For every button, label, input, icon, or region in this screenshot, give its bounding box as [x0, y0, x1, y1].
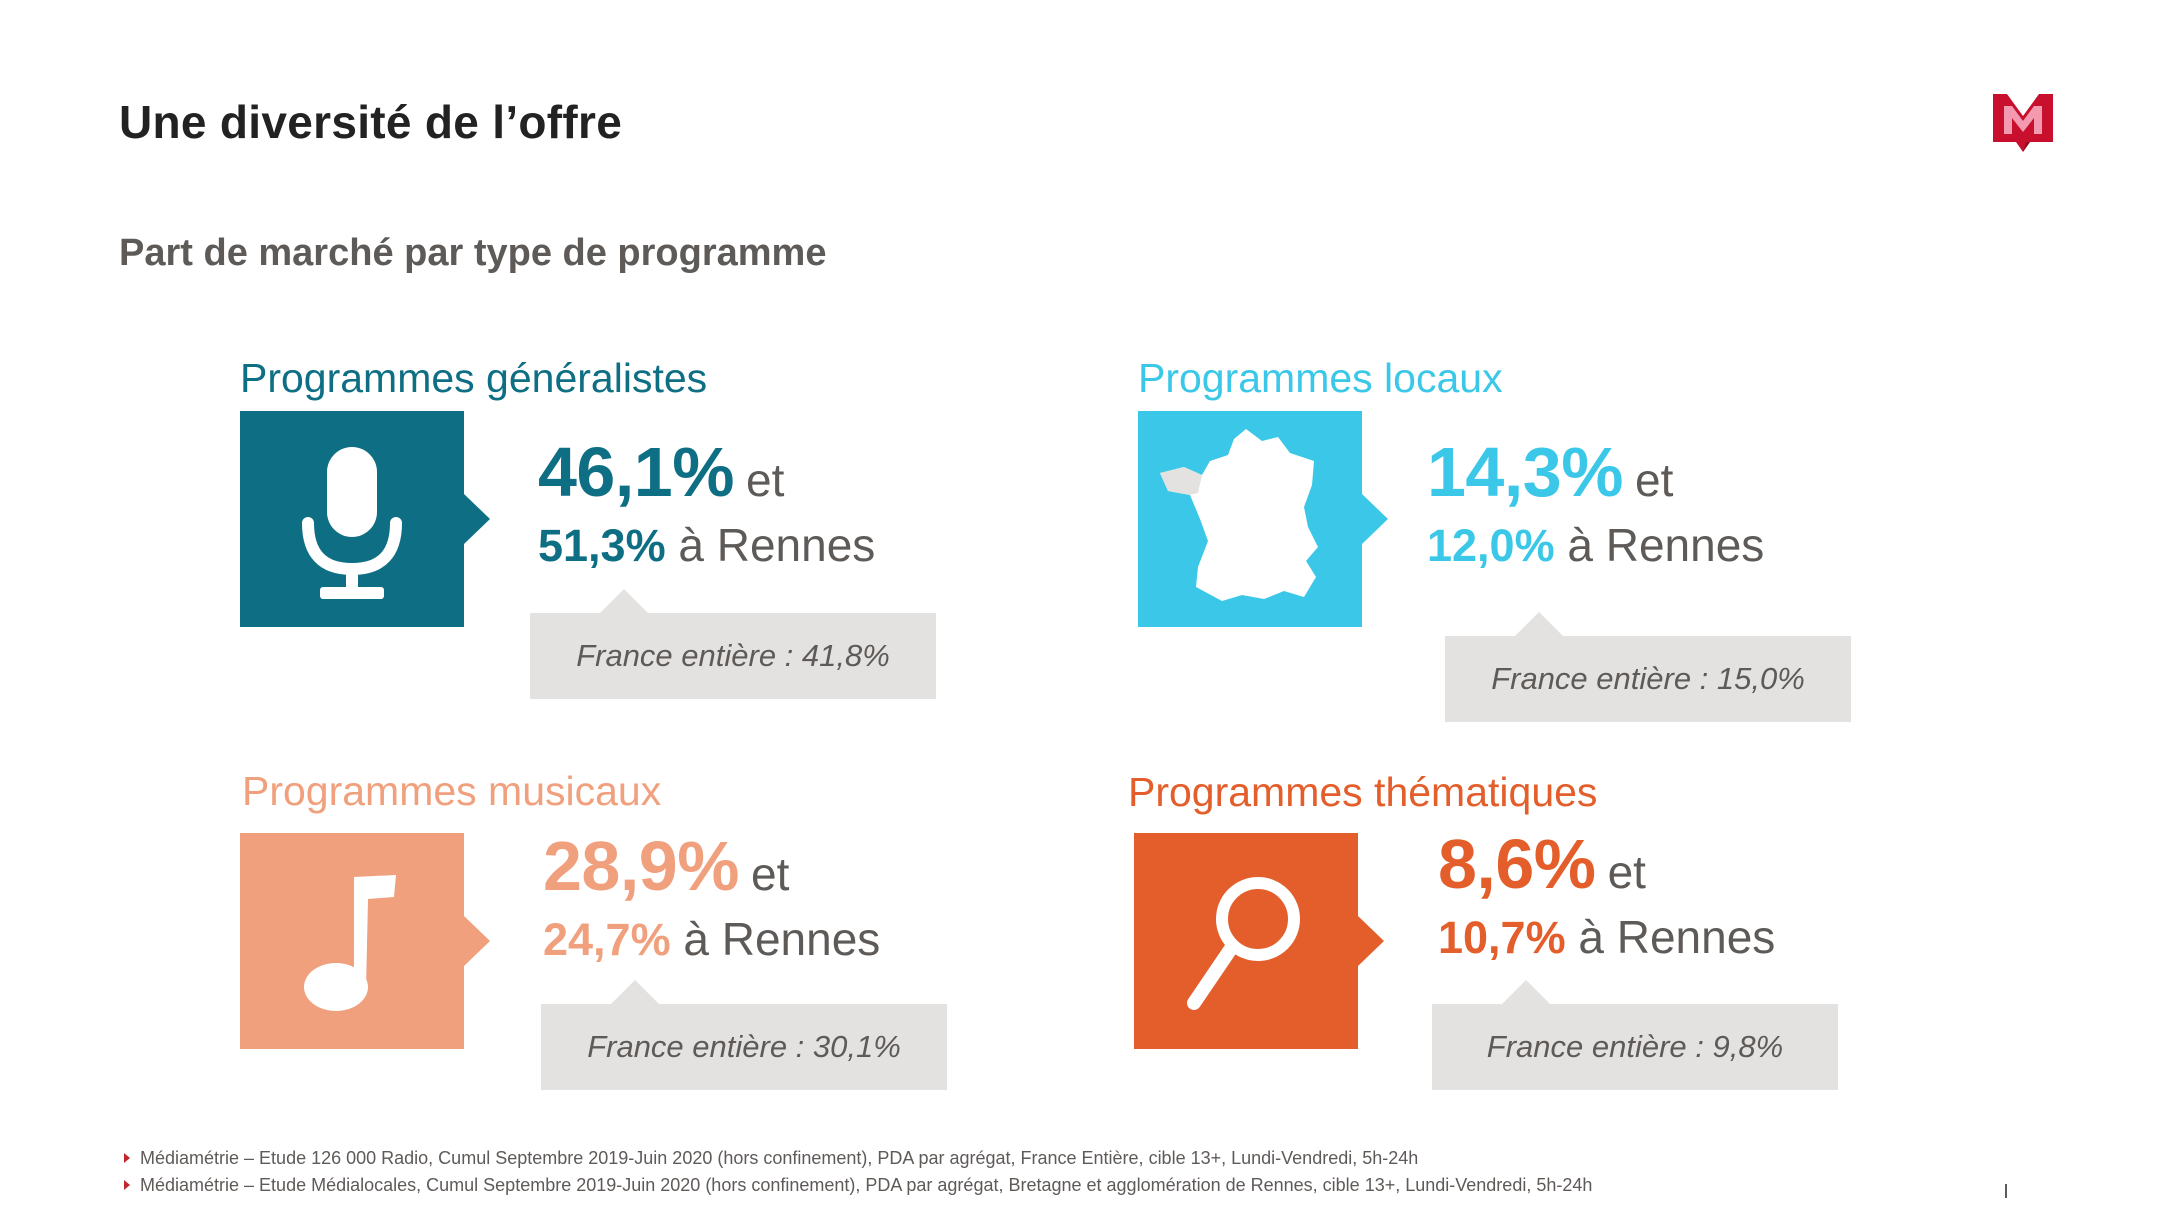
callout-notch — [1502, 980, 1550, 1004]
musicaux-rennes-stat: 24,7% à Rennes — [543, 912, 880, 966]
generalistes-france-text: France entière : 41,8% — [576, 638, 890, 673]
thematiques-france-callout: France entière : 9,8% — [1432, 980, 1838, 1090]
musicaux-france-text: France entière : 30,1% — [587, 1029, 901, 1064]
locaux-france-callout: France entière : 15,0% — [1445, 612, 1851, 722]
callout-notch — [600, 589, 648, 613]
france-map-icon — [1160, 429, 1318, 601]
rennes-suffix: à Rennes — [678, 519, 876, 571]
category-title-locaux: Programmes locaux — [1138, 355, 1503, 401]
thematiques-icon-box — [1134, 833, 1384, 1049]
category-title-thematiques: Programmes thématiques — [1128, 769, 1598, 815]
musicaux-national-value: 28,9% — [543, 827, 739, 905]
callout-notch — [611, 980, 659, 1004]
locaux-national-value: 14,3% — [1427, 433, 1623, 511]
box-arrow — [464, 494, 490, 544]
generalistes-icon-box — [240, 411, 490, 627]
musicaux-national-stat: 28,9% et — [543, 826, 789, 906]
musicaux-france-callout: France entière : 30,1% — [541, 980, 947, 1090]
generalistes-france-callout: France entière : 41,8% — [530, 589, 936, 699]
footnote-item: Médiamétrie – Etude 126 000 Radio, Cumul… — [124, 1148, 1418, 1169]
footnote-item: Médiamétrie – Etude Médialocales, Cumul … — [124, 1175, 1592, 1196]
category-title-generalistes: Programmes généralistes — [240, 355, 708, 401]
joiner-text: et — [1634, 454, 1674, 506]
rennes-suffix: à Rennes — [1567, 519, 1765, 571]
musicaux-icon-box — [240, 833, 490, 1049]
joiner-text: et — [750, 848, 790, 900]
box-arrow — [1362, 494, 1388, 544]
footnote-text: Médiamétrie – Etude Médialocales, Cumul … — [140, 1175, 1593, 1195]
mediametrie-logo — [1990, 90, 2056, 156]
bullet-icon — [124, 1153, 130, 1163]
page-marker — [2005, 1184, 2007, 1198]
locaux-france-text: France entière : 15,0% — [1491, 661, 1805, 696]
thematiques-rennes-value: 10,7% — [1438, 912, 1566, 963]
musicaux-rennes-value: 24,7% — [543, 914, 671, 965]
category-title-musicaux: Programmes musicaux — [242, 768, 662, 814]
locaux-rennes-stat: 12,0% à Rennes — [1427, 518, 1764, 572]
page-subtitle: Part de marché par type de programme — [119, 232, 827, 274]
bullet-icon — [124, 1180, 130, 1190]
locaux-national-stat: 14,3% et — [1427, 432, 1673, 512]
joiner-text: et — [745, 454, 785, 506]
thematiques-national-value: 8,6% — [1438, 825, 1596, 903]
microphone-icon — [302, 447, 402, 599]
thematiques-rennes-stat: 10,7% à Rennes — [1438, 910, 1775, 964]
thematiques-national-stat: 8,6% et — [1438, 824, 1646, 904]
generalistes-national-value: 46,1% — [538, 433, 734, 511]
logo-icon — [1993, 94, 2053, 152]
generalistes-rennes-stat: 51,3% à Rennes — [538, 518, 875, 572]
magnifier-icon — [1187, 877, 1300, 1010]
page-title: Une diversité de l’offre — [119, 96, 623, 148]
rennes-suffix: à Rennes — [683, 913, 881, 965]
generalistes-rennes-value: 51,3% — [538, 520, 666, 571]
callout-notch — [1515, 612, 1563, 636]
footnote-text: Médiamétrie – Etude 126 000 Radio, Cumul… — [140, 1148, 1419, 1168]
thematiques-france-text: France entière : 9,8% — [1486, 1029, 1784, 1064]
music-note-icon — [304, 875, 396, 1011]
box-arrow — [464, 916, 490, 966]
box-arrow — [1358, 916, 1384, 966]
locaux-rennes-value: 12,0% — [1427, 520, 1555, 571]
generalistes-national-stat: 46,1% et — [538, 432, 784, 512]
joiner-text: et — [1607, 846, 1646, 898]
rennes-suffix: à Rennes — [1578, 911, 1776, 963]
locaux-icon-box — [1138, 411, 1388, 627]
